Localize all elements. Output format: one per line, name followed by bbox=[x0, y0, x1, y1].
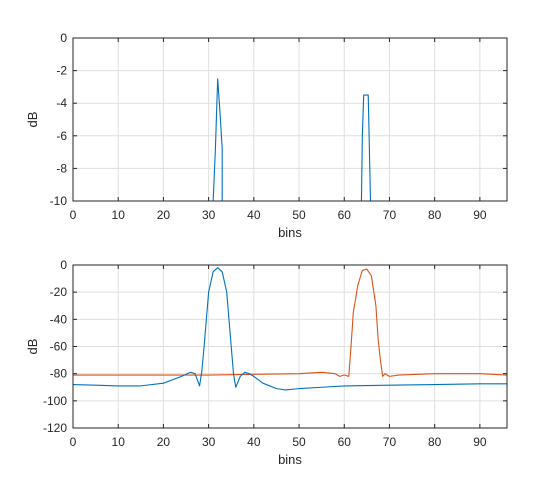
x-tick-label: 40 bbox=[247, 435, 261, 449]
x-tick-label: 60 bbox=[338, 435, 352, 449]
y-tick-label: -80 bbox=[50, 367, 68, 381]
x-tick-label: 0 bbox=[70, 435, 77, 449]
y-tick-label: -100 bbox=[43, 394, 67, 408]
x-tick-label: 10 bbox=[112, 435, 126, 449]
x-tick-label: 80 bbox=[428, 435, 442, 449]
series-line-0 bbox=[212, 78, 223, 201]
x-tick-label: 90 bbox=[473, 208, 487, 222]
x-tick-label: 20 bbox=[157, 435, 171, 449]
x-tick-label: 90 bbox=[473, 435, 487, 449]
y-tick-label: -8 bbox=[56, 161, 67, 175]
x-tick-label: 70 bbox=[383, 208, 397, 222]
x-tick-label: 10 bbox=[112, 208, 126, 222]
x-tick-label: 30 bbox=[202, 435, 216, 449]
y-axis-label: dB bbox=[25, 112, 40, 128]
y-tick-label: -60 bbox=[50, 340, 68, 354]
x-tick-label: 50 bbox=[292, 435, 306, 449]
x-axis-label: bins bbox=[278, 225, 302, 240]
y-tick-label: 0 bbox=[60, 31, 67, 45]
x-tick-label: 60 bbox=[338, 208, 352, 222]
axes-box bbox=[72, 37, 508, 202]
y-tick-label: -10 bbox=[50, 194, 68, 208]
chart-top-panel: 0 10 20 30 40 50 60 70 80 90 0 -2 -4 -6 -8 -10 bins dB bbox=[25, 31, 508, 240]
y-tick-label: -20 bbox=[50, 285, 68, 299]
y-tick-label: -6 bbox=[56, 129, 67, 143]
plot-area bbox=[73, 38, 507, 201]
y-tick-label: -40 bbox=[50, 312, 68, 326]
y-tick-label: 0 bbox=[60, 258, 67, 272]
y-tick-label: -2 bbox=[56, 64, 67, 78]
y-tick-label: -4 bbox=[56, 96, 67, 110]
y-axis-label: dB bbox=[25, 339, 40, 355]
x-tick-label: 40 bbox=[247, 208, 261, 222]
series-line-1 bbox=[360, 94, 372, 201]
x-tick-label: 50 bbox=[292, 208, 306, 222]
series-line-1 bbox=[73, 267, 507, 391]
chart-bottom-panel: 0 10 20 30 40 50 60 70 80 90 0 -20 -40 -60 -80 -100 -120… bbox=[25, 258, 508, 467]
series-line-0 bbox=[73, 268, 507, 377]
x-tick-label: 30 bbox=[202, 208, 216, 222]
x-tick-label: 80 bbox=[428, 208, 442, 222]
x-tick-label: 20 bbox=[157, 208, 171, 222]
x-tick-label: 70 bbox=[383, 435, 397, 449]
y-tick-label: -120 bbox=[43, 421, 67, 435]
x-tick-label: 0 bbox=[70, 208, 77, 222]
x-axis-label: bins bbox=[278, 452, 302, 467]
